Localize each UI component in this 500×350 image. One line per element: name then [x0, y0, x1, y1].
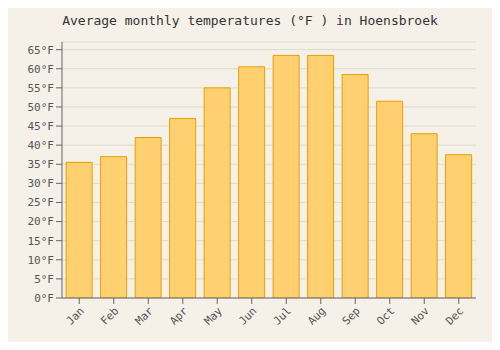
svg-text:5°F: 5°F: [34, 273, 54, 286]
html-text:Average monthly temperatures (: Average monthly temperatures (°F ) in Ho…: [62, 13, 438, 28]
svg-text:Nov: Nov: [409, 304, 433, 328]
svg-text:Mar: Mar: [133, 304, 157, 328]
svg-text:55°F: 55°F: [28, 82, 55, 95]
svg-text:35°F: 35°F: [28, 158, 55, 171]
svg-text:Apr: Apr: [167, 304, 191, 328]
svg-text:Sep: Sep: [340, 304, 363, 327]
svg-text:60°F: 60°F: [28, 63, 55, 76]
svg-text:Aug: Aug: [305, 304, 328, 327]
svg-text:30°F: 30°F: [28, 177, 55, 190]
svg-text:15°F: 15°F: [28, 235, 55, 248]
svg-text:50°F: 50°F: [28, 101, 55, 114]
svg-text:65°F: 65°F: [28, 44, 55, 57]
svg-text:Jan: Jan: [64, 304, 87, 327]
svg-text:20°F: 20°F: [28, 215, 55, 228]
svg-text:May: May: [202, 304, 226, 328]
svg-text:0°F: 0°F: [34, 292, 54, 305]
svg-text:Oct: Oct: [374, 304, 397, 327]
svg-text:25°F: 25°F: [28, 196, 55, 209]
svg-text:10°F: 10°F: [28, 254, 55, 267]
svg-text:40°F: 40°F: [28, 139, 55, 152]
svg-text:Jul: Jul: [271, 304, 294, 327]
svg-text:45°F: 45°F: [28, 120, 55, 133]
svg-text:Jun: Jun: [236, 304, 259, 327]
svg-text:Feb: Feb: [98, 304, 121, 327]
svg-text:Dec: Dec: [443, 304, 466, 327]
